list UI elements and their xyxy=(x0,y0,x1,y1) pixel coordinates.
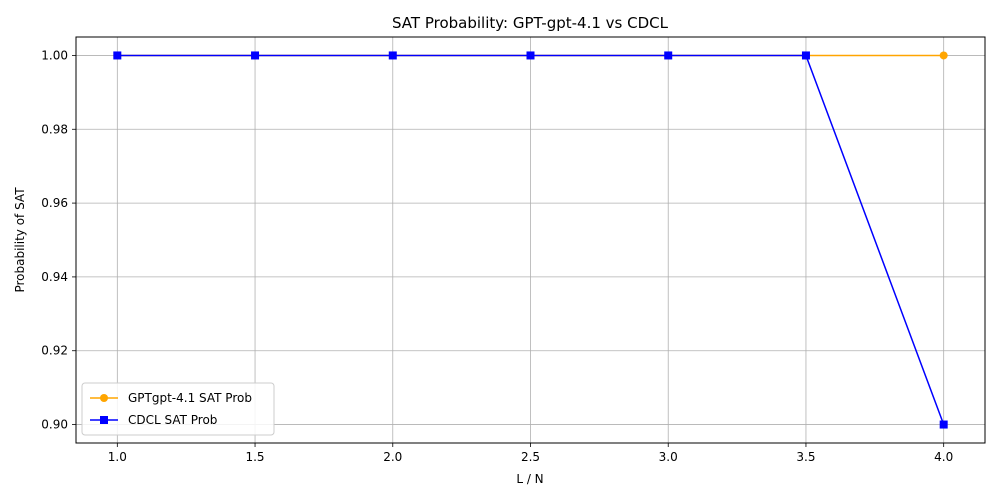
legend-item: GPTgpt-4.1 SAT Prob xyxy=(90,391,252,405)
data-point xyxy=(801,51,810,60)
data-point xyxy=(939,51,948,60)
x-tick-label: 3.5 xyxy=(796,450,815,464)
data-point xyxy=(526,51,535,60)
x-tick-label: 1.5 xyxy=(245,450,264,464)
legend-label: CDCL SAT Prob xyxy=(128,413,217,427)
legend: GPTgpt-4.1 SAT Prob CDCL SAT Prob xyxy=(81,382,275,436)
data-point xyxy=(939,420,948,429)
y-tick-label: 0.96 xyxy=(41,196,68,210)
data-point xyxy=(388,51,397,60)
legend-frame xyxy=(81,382,275,436)
x-tick-label: 3.0 xyxy=(659,450,678,464)
data-point xyxy=(251,51,260,60)
data-point xyxy=(113,51,122,60)
y-tick-label: 0.90 xyxy=(41,418,68,432)
x-tick-label: 4.0 xyxy=(934,450,953,464)
x-tick-label: 2.5 xyxy=(521,450,540,464)
x-tick-label: 1.0 xyxy=(108,450,127,464)
series-1 xyxy=(113,51,948,429)
series-layer xyxy=(113,51,948,429)
legend-item: CDCL SAT Prob xyxy=(90,413,217,427)
chart-title: SAT Probability: GPT-gpt-4.1 vs CDCL xyxy=(392,14,669,32)
legend-marker xyxy=(100,416,108,424)
y-tick-label: 1.00 xyxy=(41,48,68,62)
x-axis-label: L / N xyxy=(516,472,543,486)
x-axis: 1.0 1.5 2.0 2.5 3.0 3.5 4.0 xyxy=(108,443,953,464)
y-axis: 0.90 0.92 0.94 0.96 0.98 1.00 xyxy=(41,48,76,432)
y-tick-label: 0.98 xyxy=(41,122,68,136)
y-tick-label: 0.94 xyxy=(41,270,68,284)
y-axis-label: Probability of SAT xyxy=(13,187,27,293)
y-tick-label: 0.92 xyxy=(41,344,68,358)
data-point xyxy=(664,51,673,60)
legend-marker xyxy=(100,394,108,402)
legend-label: GPTgpt-4.1 SAT Prob xyxy=(128,391,252,405)
x-tick-label: 2.0 xyxy=(383,450,402,464)
